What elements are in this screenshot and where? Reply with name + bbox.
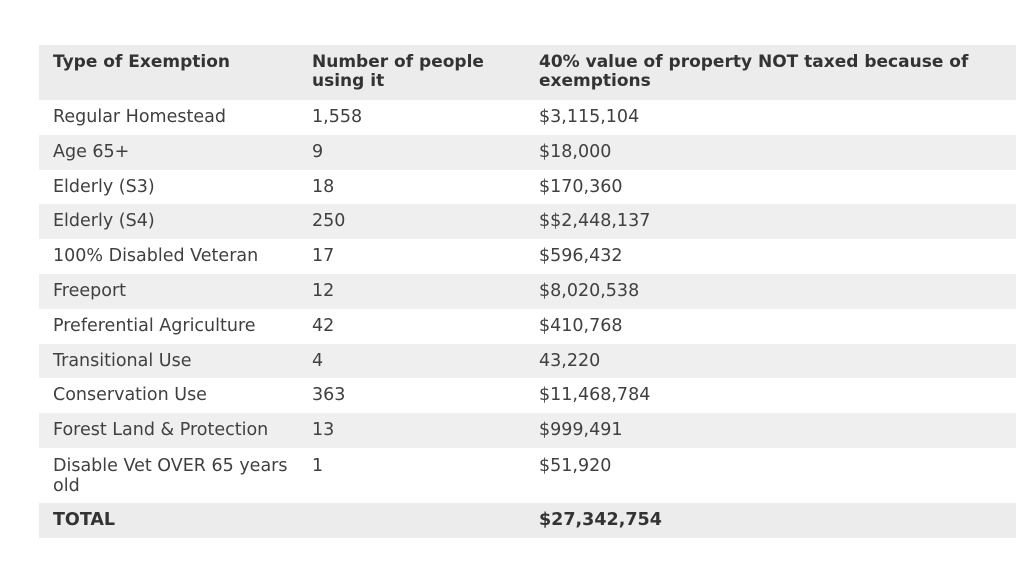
people-count-cell: 363 — [312, 385, 346, 406]
people-count-cell: 4 — [298, 343, 525, 379]
value-cell: $18,000 — [525, 134, 1016, 170]
value-cell: $3,115,104 — [539, 107, 640, 127]
exemptions-table: Type of Exemption Number of people using… — [39, 45, 1016, 538]
value-cell: 43,220 — [525, 343, 1016, 379]
value-cell: $999,491 — [525, 413, 1016, 448]
people-count-cell: 42 — [312, 315, 335, 336]
table-row: Age 65+ 9 $18,000 — [39, 134, 1016, 170]
total-value-cell: $27,342,754 — [525, 502, 1016, 538]
exemption-type-cell: Regular Homestead — [53, 107, 226, 127]
table-row: Regular Homestead 1,558 $3,115,104 — [39, 100, 1016, 135]
people-count-cell: 12 — [298, 273, 525, 309]
table-row: Conservation Use 363 $11,468,784 — [39, 378, 1016, 413]
exemption-type-cell: Forest Land & Protection — [39, 413, 298, 448]
table-row: Elderly (S4) 250 $$2,448,137 — [39, 204, 1016, 240]
people-count-cell: 17 — [312, 246, 335, 267]
exemptions-table-container: Type of Exemption Number of people using… — [39, 45, 1016, 538]
total-label-cell: TOTAL — [39, 502, 298, 538]
header-value-not-taxed: 40% value of property NOT taxed because … — [525, 45, 1016, 100]
header-type-of-exemption: Type of Exemption — [39, 45, 298, 100]
people-count-cell: 18 — [312, 176, 335, 197]
table-header-row: Type of Exemption Number of people using… — [39, 45, 1016, 100]
exemption-type-cell: Disable Vet OVER 65 years old — [53, 455, 288, 496]
exemption-type-cell: Conservation Use — [53, 385, 207, 406]
people-count-cell: 9 — [298, 134, 525, 170]
table-row: Preferential Agriculture 42 $410,768 — [39, 309, 1016, 344]
people-count-cell: 1 — [312, 455, 324, 476]
people-count-cell: 250 — [298, 204, 525, 240]
value-cell: $$2,448,137 — [525, 204, 1016, 240]
value-cell: $410,768 — [539, 315, 623, 336]
exemption-type-cell: Age 65+ — [39, 134, 298, 170]
value-cell: $8,020,538 — [525, 273, 1016, 309]
table-row: Freeport 12 $8,020,538 — [39, 273, 1016, 309]
total-count-cell — [298, 502, 525, 538]
people-count-cell: 13 — [298, 413, 525, 448]
people-count-cell: 1,558 — [312, 107, 363, 127]
exemption-type-cell: Elderly (S3) — [53, 176, 155, 197]
value-cell: $170,360 — [539, 176, 623, 197]
table-row: Elderly (S3) 18 $170,360 — [39, 170, 1016, 205]
table-row: Disable Vet OVER 65 years old 1 $51,920 — [39, 448, 1016, 503]
value-cell: $51,920 — [539, 455, 612, 476]
total-row: TOTAL $27,342,754 — [39, 502, 1016, 538]
value-cell: $11,468,784 — [539, 385, 651, 406]
exemption-type-cell: Preferential Agriculture — [53, 315, 256, 336]
table-row: Transitional Use 4 43,220 — [39, 343, 1016, 379]
value-cell: $596,432 — [539, 246, 623, 267]
table-row: Forest Land & Protection 13 $999,491 — [39, 413, 1016, 448]
exemption-type-cell: Transitional Use — [39, 343, 298, 379]
exemption-type-cell: Freeport — [39, 273, 298, 309]
header-number-of-people: Number of people using it — [298, 45, 525, 100]
exemption-type-cell: 100% Disabled Veteran — [53, 246, 259, 267]
exemption-type-cell: Elderly (S4) — [39, 204, 298, 240]
table-row: 100% Disabled Veteran 17 $596,432 — [39, 239, 1016, 274]
